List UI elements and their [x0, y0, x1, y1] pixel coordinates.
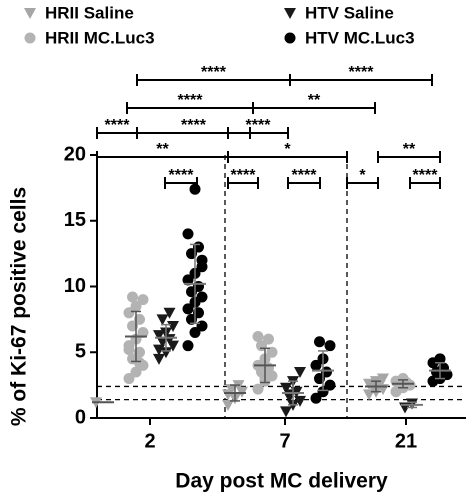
legend-marker — [284, 8, 296, 19]
significance-label: **** — [413, 167, 439, 184]
x-axis-label: Day post MC delivery — [175, 470, 388, 493]
significance-label: **** — [178, 92, 204, 109]
significance-label: ** — [156, 141, 169, 158]
data-point — [324, 379, 336, 391]
legend-label: HTV MC.Luc3 — [305, 28, 415, 47]
data-point — [167, 320, 179, 332]
data-point — [317, 386, 329, 398]
significance-bracket — [289, 74, 433, 86]
significance-label: ** — [403, 141, 416, 158]
data-point — [266, 346, 278, 358]
y-tick-label: 15 — [64, 209, 86, 231]
significance-label: **** — [231, 167, 257, 184]
data-point — [153, 330, 165, 342]
data-point — [137, 327, 149, 339]
significance-bracket — [164, 177, 198, 189]
data-point — [310, 392, 322, 404]
y-tick-label: 20 — [64, 143, 86, 165]
data-point — [294, 366, 306, 378]
data-point — [377, 373, 389, 385]
data-point — [280, 382, 292, 394]
data-point — [182, 340, 194, 352]
legend-label: HRII Saline — [45, 3, 134, 22]
data-point — [310, 359, 322, 371]
significance-label: **** — [181, 117, 207, 134]
data-point — [314, 336, 325, 348]
y-axis-label: % of Ki-67 positive cells — [8, 187, 31, 426]
significance-label: **** — [169, 167, 195, 184]
significance-label: ** — [308, 92, 321, 109]
data-point — [294, 395, 306, 407]
data-point — [156, 314, 169, 326]
significance-bracket — [252, 102, 376, 114]
legend-marker — [24, 32, 36, 44]
data-point — [324, 340, 336, 352]
data-point — [196, 320, 208, 332]
data-point — [153, 344, 165, 356]
data-point — [280, 406, 292, 418]
data-point — [182, 303, 194, 315]
data-point — [252, 383, 264, 395]
x-tick-label: 7 — [279, 430, 290, 452]
data-point — [182, 274, 194, 286]
data-point — [137, 294, 149, 306]
significance-bracket — [409, 177, 441, 189]
significance-bracket — [227, 151, 348, 163]
y-tick-label: 0 — [75, 406, 86, 428]
significance-label: **** — [246, 117, 272, 134]
data-point — [252, 330, 264, 342]
data-point — [182, 228, 194, 240]
data-point — [123, 307, 135, 319]
legend-label: HTV Saline — [305, 3, 394, 22]
data-point — [160, 347, 172, 359]
legend-label: HRII MC.Luc3 — [45, 28, 155, 47]
data-point — [130, 300, 142, 312]
x-tick-label: 2 — [144, 430, 155, 452]
data-point — [189, 327, 201, 339]
significance-label: **** — [292, 167, 318, 184]
data-point — [397, 373, 409, 385]
significance-label: **** — [105, 117, 131, 134]
legend-marker — [24, 8, 36, 19]
data-point — [123, 373, 135, 385]
significance-label: * — [284, 141, 291, 158]
data-point — [123, 344, 135, 356]
significance-bracket — [287, 177, 321, 189]
significance-label: **** — [201, 64, 227, 81]
y-tick-label: 5 — [75, 341, 86, 363]
data-point — [153, 353, 165, 365]
significance-label: **** — [349, 64, 375, 81]
data-point — [130, 366, 142, 378]
y-tick-label: 10 — [64, 275, 86, 297]
x-tick-label: 21 — [395, 430, 417, 452]
legend-marker — [284, 32, 296, 44]
significance-bracket — [227, 177, 259, 189]
significance-bracket — [377, 151, 441, 163]
significance-bracket — [227, 127, 289, 139]
significance-label: * — [359, 167, 366, 184]
significance-bracket — [346, 177, 379, 189]
data-point — [189, 183, 201, 195]
data-point — [196, 291, 208, 303]
data-point — [196, 254, 208, 266]
data-point — [434, 353, 446, 365]
data-point — [127, 291, 138, 303]
data-point — [163, 307, 176, 319]
data-point — [263, 333, 274, 345]
data-point — [222, 399, 234, 411]
